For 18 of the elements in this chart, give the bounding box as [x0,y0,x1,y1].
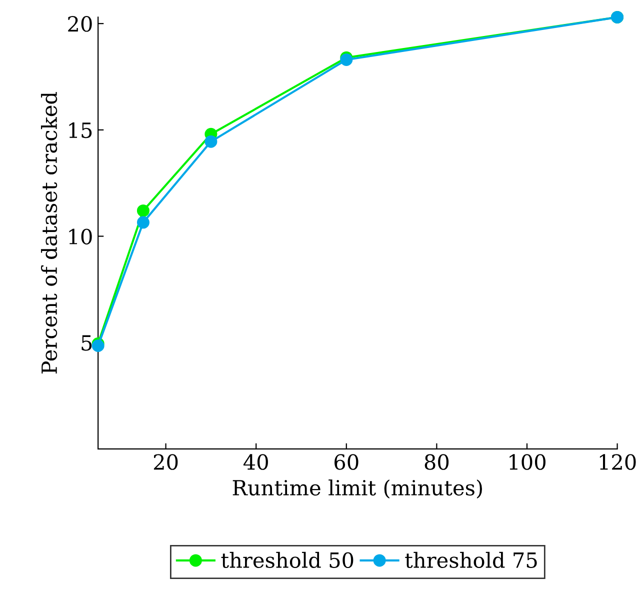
x-axis-title: Runtime limit (minutes) [232,479,482,499]
y-axis-title: Percent of dataset cracked [40,92,58,374]
point [92,340,104,352]
x-tick-label: 20 [154,454,178,470]
x-tick-label: 40 [243,454,268,470]
x-tick-label: 60 [334,454,358,470]
legend-label: threshold 50 [221,552,354,568]
x-tick-label: 120 [600,454,636,470]
x-tick-label: 100 [510,454,546,470]
point [136,204,150,217]
point [136,216,150,229]
y-tick-label: 10 [69,228,92,244]
y-tick-label: 5 [82,335,92,351]
y-tick-label: 15 [69,122,92,138]
x-tick-label: 80 [424,454,449,470]
y-tick-label: 20 [68,16,92,32]
point [204,135,218,148]
legend-label: threshold 75 [405,552,537,568]
